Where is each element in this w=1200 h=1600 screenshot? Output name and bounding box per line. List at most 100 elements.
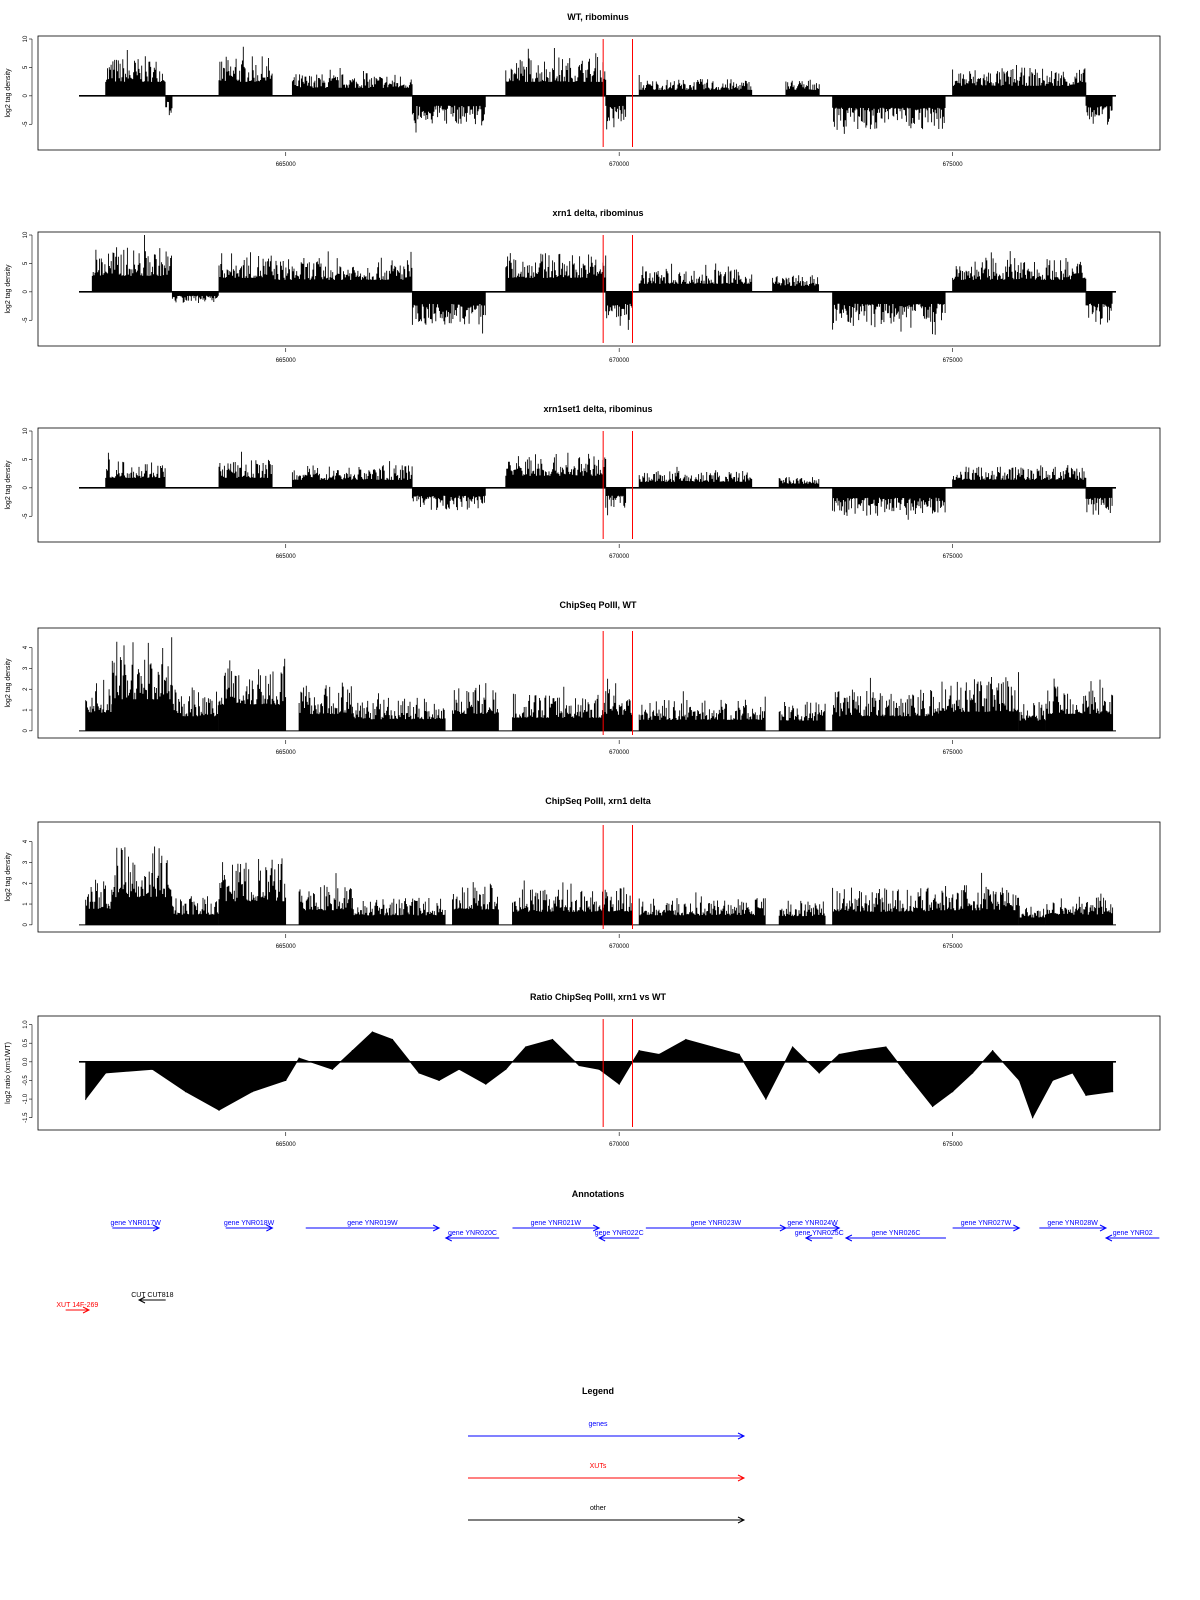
x-tick-label: 670000 bbox=[609, 162, 630, 168]
annotation-feature: gene YNR017W bbox=[110, 1220, 161, 1232]
feature-label: gene YNR026C bbox=[871, 1230, 920, 1237]
y-tick-label: 3 bbox=[23, 666, 29, 670]
data-segment bbox=[952, 251, 1087, 292]
ratio-point bbox=[972, 1072, 974, 1074]
ratio-point bbox=[791, 1046, 794, 1048]
panel-6: Ratio ChipSeq PolII, xrn1 vs WT -1.5 -1.0 -… bbox=[5, 992, 1161, 1148]
feature-label: gene YNR02 bbox=[1113, 1230, 1153, 1237]
ratio-point bbox=[525, 1046, 527, 1048]
panel-title: xrn1set1 delta, ribominus bbox=[543, 404, 652, 414]
ratio-point bbox=[578, 1064, 580, 1067]
feature-label: gene YNR025C bbox=[795, 1230, 844, 1237]
data-segment bbox=[411, 291, 486, 334]
data-segment bbox=[1085, 95, 1113, 125]
data-segment bbox=[1085, 291, 1113, 325]
y-tick-label: 10 bbox=[23, 35, 29, 42]
data-segment bbox=[271, 251, 413, 292]
data-segment bbox=[778, 477, 820, 488]
legend-arrow-head bbox=[737, 1474, 746, 1482]
x-tick-label: 665000 bbox=[276, 554, 297, 560]
x-tick-label: 675000 bbox=[943, 358, 964, 364]
y-tick-label: 4 bbox=[23, 839, 29, 843]
y-tick-label: 2 bbox=[23, 881, 29, 885]
data-segment bbox=[772, 275, 819, 292]
data-segment bbox=[1085, 487, 1113, 515]
legend-item: genes bbox=[468, 1421, 746, 1440]
panel-1: WT, ribominus -5 0 5 10 log2 tag density 66500… bbox=[5, 12, 1161, 168]
plot-frame bbox=[37, 627, 1161, 739]
data-segment bbox=[1018, 905, 1046, 925]
legend-label: genes bbox=[588, 1421, 608, 1428]
ratio-point bbox=[885, 1046, 887, 1048]
data-segment bbox=[832, 887, 940, 925]
data-segment bbox=[638, 466, 753, 488]
feature-label: gene YNR017W bbox=[110, 1220, 161, 1227]
legend-arrow-head bbox=[737, 1432, 746, 1440]
ratio-point bbox=[438, 1079, 440, 1082]
arrow-head bbox=[1099, 1224, 1108, 1232]
feature-label: gene YNR020C bbox=[448, 1230, 497, 1237]
arrow-head bbox=[844, 1234, 853, 1242]
y-tick-label: 0.5 bbox=[23, 1038, 29, 1047]
data-segment bbox=[411, 487, 486, 511]
ratio-point bbox=[598, 1068, 600, 1070]
y-tick-label: -0.5 bbox=[23, 1075, 29, 1086]
feature-label: XUT 14F-269 bbox=[56, 1302, 98, 1309]
data-segment bbox=[105, 50, 166, 96]
data-segment bbox=[505, 48, 607, 96]
annotations-title: Annotations bbox=[572, 1189, 625, 1199]
ratio-point bbox=[418, 1072, 420, 1074]
plot-frame bbox=[37, 1015, 1161, 1131]
data-segment bbox=[778, 900, 826, 925]
feature-label: gene YNR027W bbox=[961, 1220, 1012, 1227]
x-tick-label: 670000 bbox=[609, 1142, 630, 1148]
data-segment bbox=[452, 882, 499, 925]
data-segment bbox=[91, 235, 172, 292]
ratio-point bbox=[618, 1083, 620, 1085]
data-segment bbox=[85, 879, 113, 925]
legend-title: Legend bbox=[582, 1386, 614, 1396]
annotation-feature: gene YNR021W bbox=[512, 1220, 601, 1232]
data-segment bbox=[291, 461, 413, 488]
ratio-point bbox=[1072, 1072, 1074, 1074]
panel-title: ChipSeq PolII, xrn1 delta bbox=[545, 796, 652, 806]
data-bars bbox=[105, 46, 1113, 134]
arrow-head bbox=[804, 1234, 813, 1242]
annotation-feature: gene YNR023W bbox=[645, 1220, 788, 1232]
y-tick-label: 0 bbox=[23, 923, 29, 927]
feature-label: gene YNR024W bbox=[787, 1220, 838, 1227]
y-tick-label: 0 bbox=[23, 486, 29, 490]
y-tick-label: -5 bbox=[23, 513, 29, 519]
data-segment bbox=[952, 465, 1087, 488]
data-segment bbox=[351, 693, 446, 731]
ratio-point bbox=[992, 1050, 994, 1052]
panel-title: WT, ribominus bbox=[567, 12, 629, 22]
ratio-point bbox=[765, 1098, 767, 1100]
data-segment bbox=[778, 701, 826, 731]
data-segment bbox=[605, 95, 627, 130]
legend-arrow-head bbox=[737, 1516, 746, 1524]
data-segment bbox=[605, 678, 633, 731]
plot-frame bbox=[37, 231, 1161, 347]
ratio-point bbox=[658, 1053, 660, 1055]
ratio-point bbox=[285, 1079, 287, 1082]
data-segment bbox=[218, 658, 287, 731]
y-tick-label: 0 bbox=[23, 729, 29, 733]
annotation-feature: gene YNR020C bbox=[444, 1230, 500, 1242]
data-bars bbox=[85, 637, 1114, 731]
y-tick-label: 5 bbox=[23, 261, 29, 265]
annotation-feature: gene YNR026C bbox=[844, 1230, 946, 1242]
y-axis-label: log2 tag density bbox=[5, 460, 12, 510]
ratio-point bbox=[1032, 1117, 1034, 1119]
data-segment bbox=[171, 291, 219, 303]
ratio-point bbox=[638, 1050, 640, 1052]
feature-label: gene YNR023W bbox=[691, 1220, 742, 1227]
x-tick-label: 670000 bbox=[609, 750, 630, 756]
data-segment bbox=[1018, 702, 1046, 731]
ratio-point bbox=[1112, 1091, 1114, 1093]
y-tick-label: -1.0 bbox=[23, 1093, 29, 1104]
feature-label: gene YNR019W bbox=[347, 1220, 398, 1227]
data-segment bbox=[832, 487, 946, 520]
arrow-head bbox=[266, 1224, 274, 1232]
